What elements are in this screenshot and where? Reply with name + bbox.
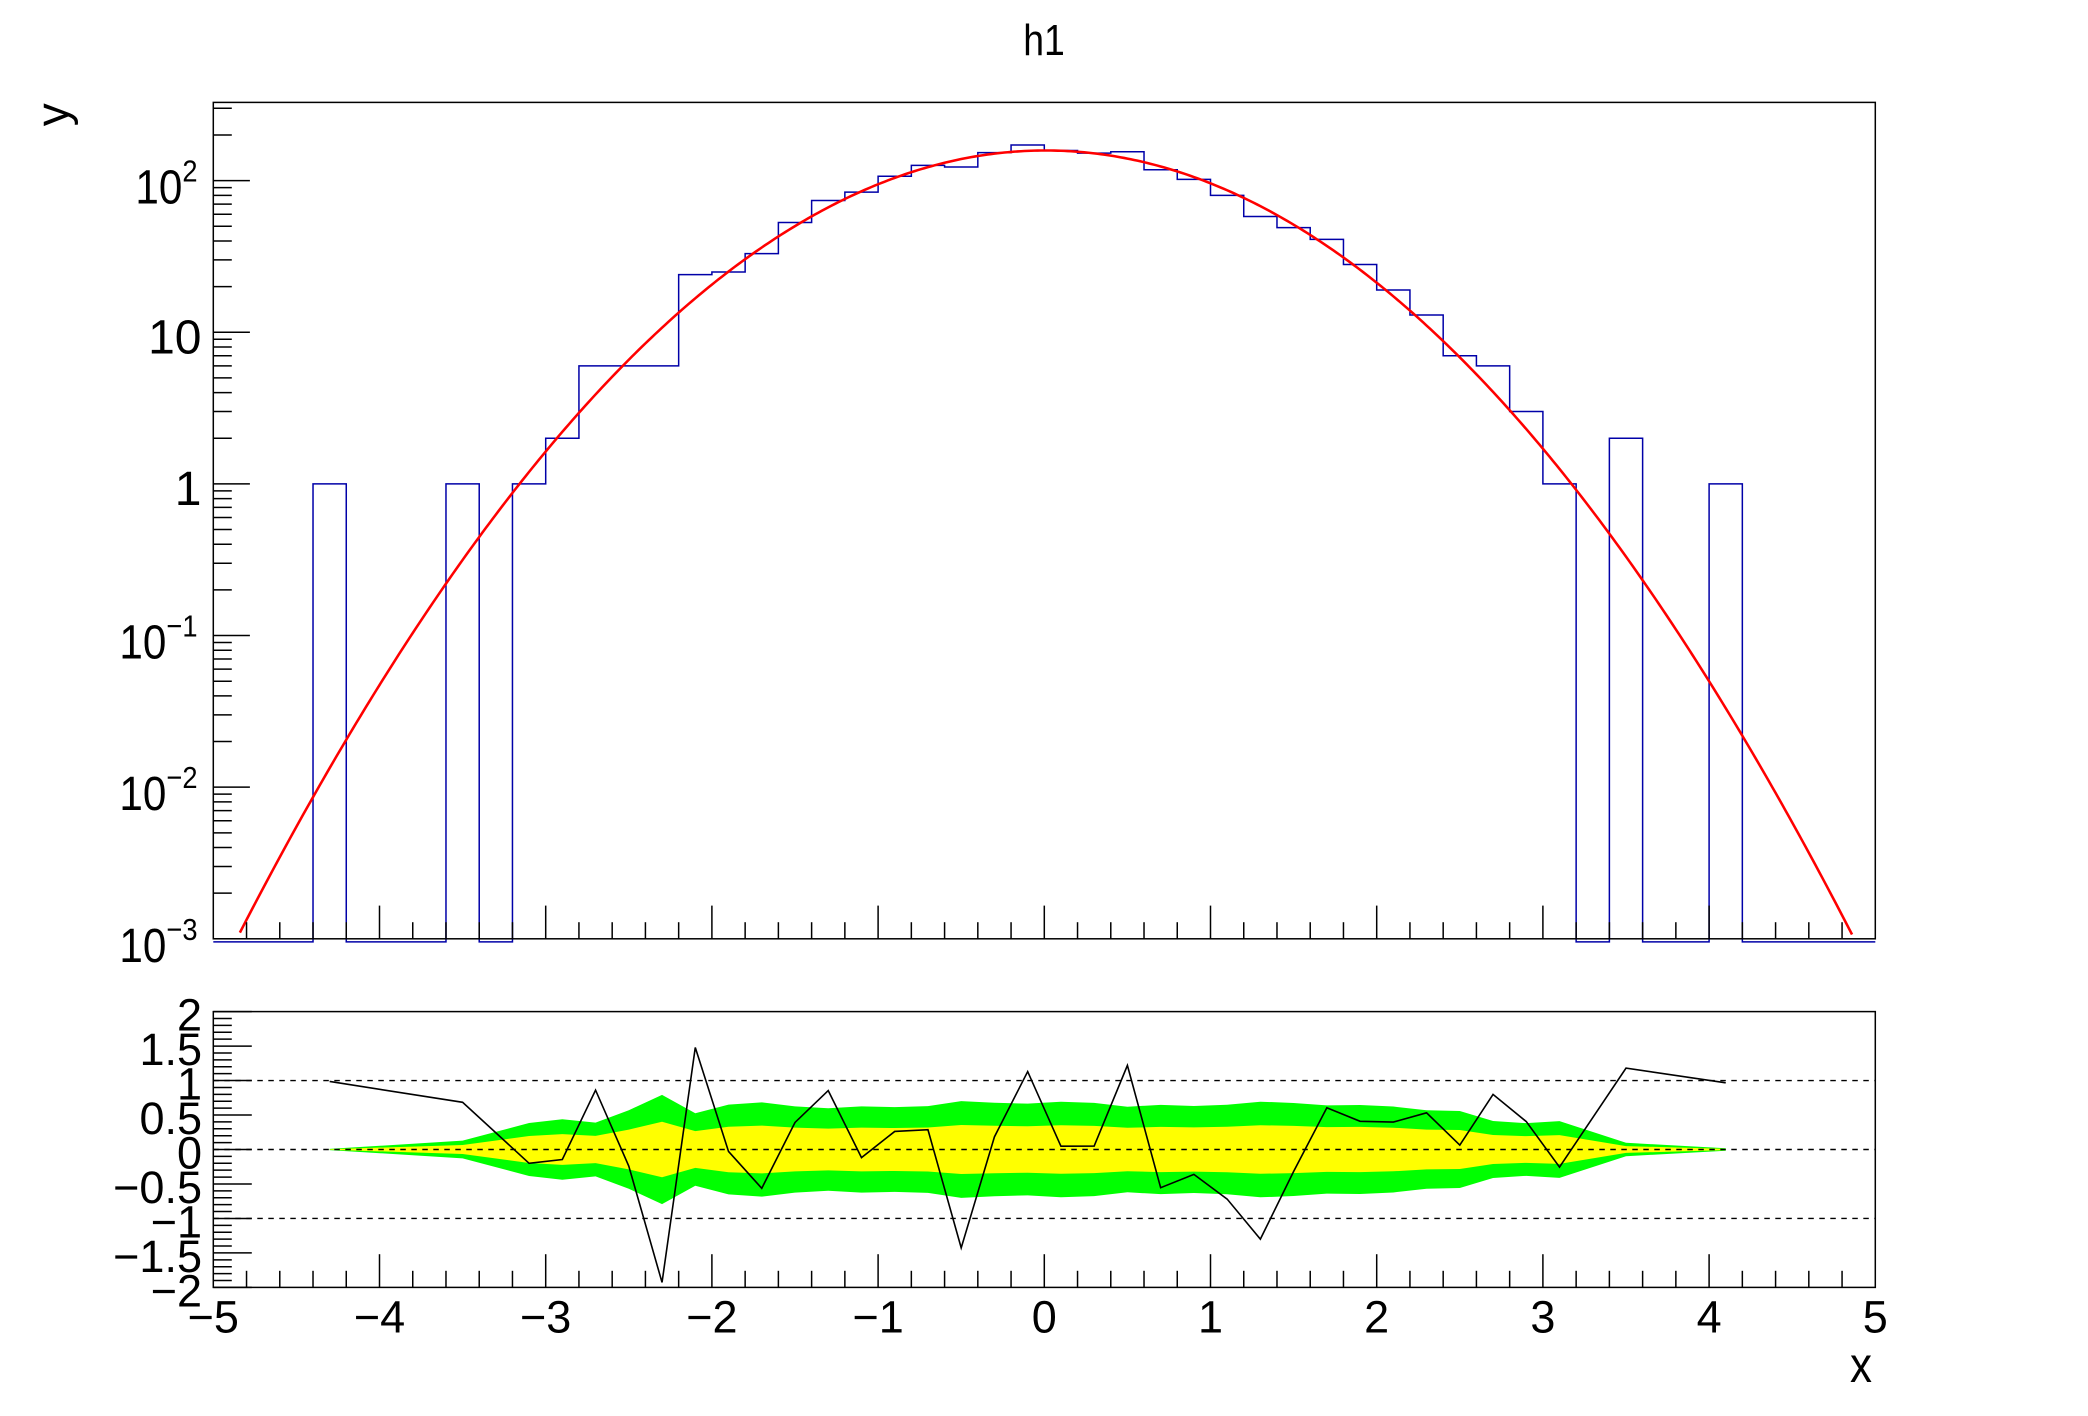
svg-text:5: 5 [1863, 1292, 1888, 1343]
svg-text:0: 0 [177, 1128, 202, 1179]
svg-text:−1: −1 [852, 1292, 903, 1343]
svg-text:1.5: 1.5 [139, 1024, 202, 1075]
svg-text:−0.5: −0.5 [113, 1162, 202, 1213]
svg-text:−1: −1 [151, 1196, 202, 1247]
svg-text:x: x [1850, 1336, 1872, 1392]
svg-text:−4: −4 [354, 1292, 405, 1343]
svg-text:1: 1 [175, 463, 202, 516]
svg-text:0.5: 0.5 [139, 1093, 202, 1144]
svg-text:1: 1 [177, 1059, 202, 1110]
svg-text:102: 102 [135, 155, 197, 214]
svg-text:2: 2 [1364, 1292, 1389, 1343]
svg-text:y: y [27, 103, 79, 126]
svg-text:3: 3 [1530, 1292, 1555, 1343]
svg-text:−2: −2 [151, 1265, 202, 1316]
svg-text:10: 10 [148, 311, 201, 364]
svg-text:−5: −5 [188, 1292, 239, 1343]
svg-text:4: 4 [1697, 1292, 1722, 1343]
svg-text:−2: −2 [686, 1292, 737, 1343]
svg-text:2: 2 [177, 990, 202, 1041]
svg-text:h1: h1 [1023, 15, 1065, 65]
svg-text:−3: −3 [520, 1292, 571, 1343]
svg-text:1: 1 [1198, 1292, 1223, 1343]
svg-text:0: 0 [1032, 1292, 1057, 1343]
svg-text:−1.5: −1.5 [113, 1231, 202, 1282]
